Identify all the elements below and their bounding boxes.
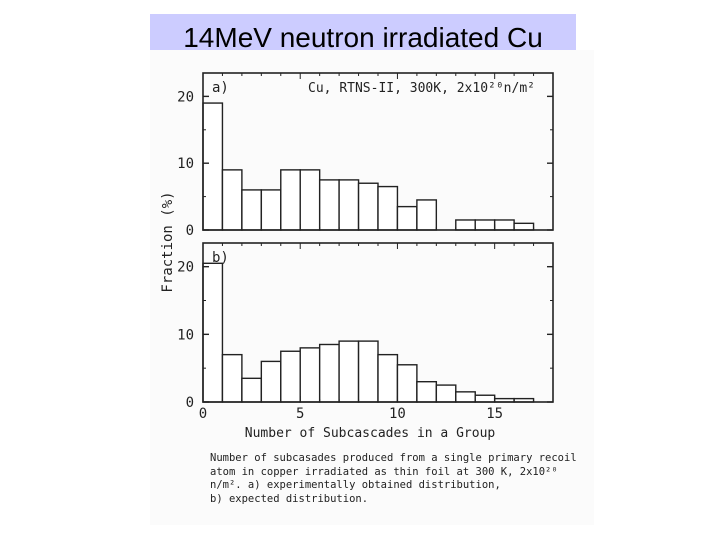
conditions-annotation: Cu, RTNS-II, 300K, 2x10²⁰n/m² bbox=[308, 81, 535, 96]
histogram-bar bbox=[241, 377, 263, 403]
histogram-bar bbox=[396, 364, 418, 403]
x-tick-label: 5 bbox=[296, 406, 304, 422]
histogram-bar bbox=[416, 199, 438, 231]
histogram-bar bbox=[202, 102, 224, 231]
histogram-bar bbox=[513, 222, 535, 231]
y-tick-label: 10 bbox=[177, 156, 194, 172]
histogram-bar bbox=[338, 179, 360, 231]
histogram-bar bbox=[455, 219, 476, 231]
x-tick-label: 0 bbox=[199, 406, 207, 422]
histogram-bar bbox=[493, 219, 515, 231]
y-tick-label: 0 bbox=[186, 223, 194, 239]
panel-label: a) bbox=[212, 80, 229, 96]
histogram-bar bbox=[221, 169, 243, 231]
histogram-bar bbox=[202, 262, 224, 403]
y-axis-label: Fraction (%) bbox=[160, 191, 176, 292]
panel-a: 0 10 20 a) Cu, RTNS-II, 300K, 2x10²⁰n/m² bbox=[177, 72, 554, 239]
histogram-bar bbox=[280, 350, 301, 403]
x-tick-label: 10 bbox=[389, 406, 406, 422]
caption-line: atom in copper irradiated as thin foil a… bbox=[210, 465, 558, 478]
caption-line: Number of subcasades produced from a sin… bbox=[210, 452, 577, 464]
histogram-bar bbox=[299, 169, 321, 231]
histogram-bar bbox=[377, 353, 399, 403]
histogram-bar bbox=[260, 360, 282, 403]
histogram-bar bbox=[474, 394, 496, 403]
histogram-bar bbox=[357, 340, 379, 403]
panel-label: b) bbox=[212, 250, 229, 266]
histogram-bar bbox=[377, 185, 399, 231]
histogram-bar bbox=[260, 189, 282, 231]
caption-line: b) expected distribution. bbox=[210, 492, 369, 505]
histogram-bar bbox=[396, 205, 418, 231]
y-tick-label: 0 bbox=[186, 395, 194, 411]
histogram-bar bbox=[280, 169, 301, 231]
histogram-bar bbox=[435, 384, 457, 403]
figure-caption: Number of subcasades produced from a sin… bbox=[210, 452, 600, 506]
histogram-bar bbox=[474, 219, 496, 231]
x-axis-label: Number of Subcascades in a Group bbox=[245, 426, 496, 441]
y-tick-label: 20 bbox=[177, 260, 194, 276]
histogram-bar bbox=[416, 381, 438, 403]
histogram-bar bbox=[221, 353, 243, 403]
panel-b: 0 10 20 0 5 10 15 b) bbox=[177, 242, 554, 422]
histogram-bar bbox=[299, 347, 321, 403]
y-tick-label: 20 bbox=[177, 89, 194, 105]
histogram-bar bbox=[455, 391, 476, 403]
figure-scan bbox=[150, 50, 594, 525]
caption-line: n/m². a) experimentally obtained distrib… bbox=[210, 479, 501, 491]
histogram-bar bbox=[338, 340, 360, 403]
y-tick-label: 10 bbox=[177, 327, 194, 343]
histogram-bar bbox=[318, 343, 340, 403]
histogram-bar bbox=[357, 182, 379, 231]
histogram-bar bbox=[318, 179, 340, 231]
x-tick-label: 15 bbox=[486, 406, 503, 422]
histogram-bar bbox=[241, 189, 263, 231]
